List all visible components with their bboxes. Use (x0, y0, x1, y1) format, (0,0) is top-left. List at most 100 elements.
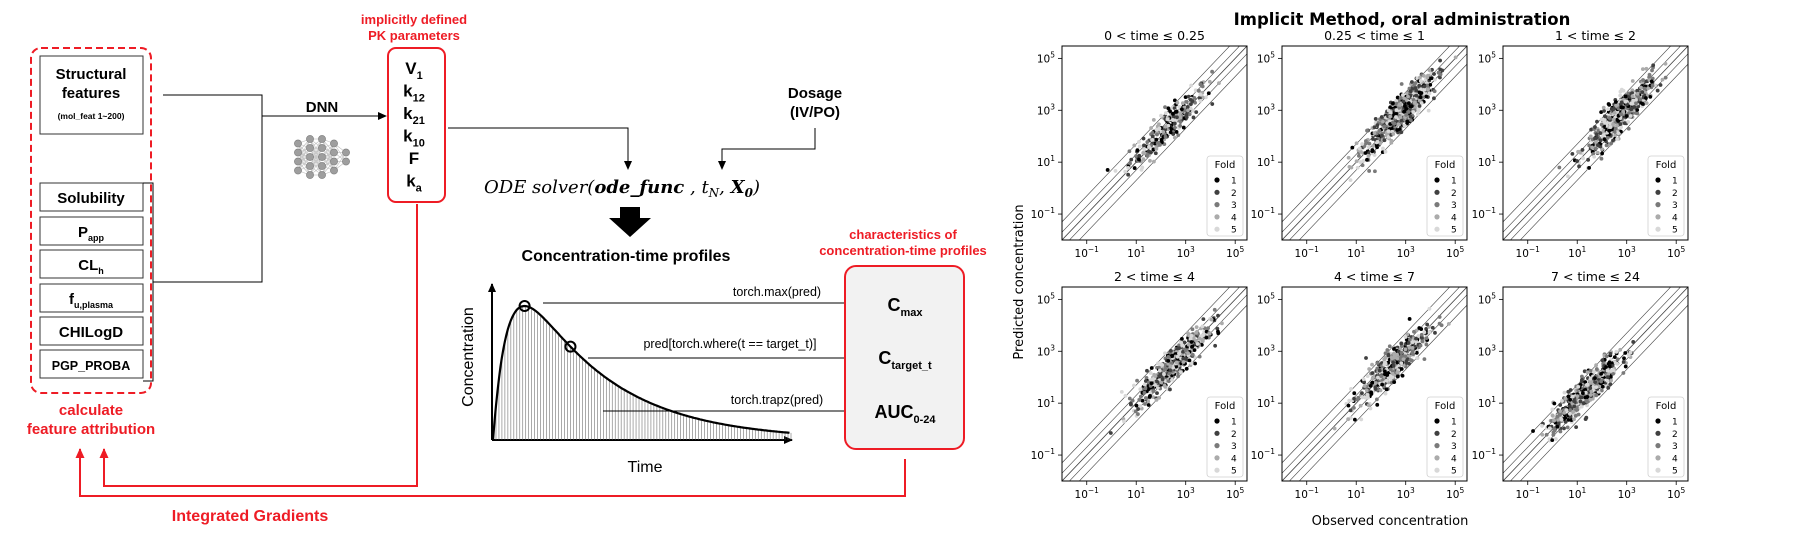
legend-marker (1655, 418, 1661, 424)
legend-entry: 5 (1231, 226, 1237, 236)
data-point (1138, 404, 1143, 409)
nn-node (318, 171, 326, 179)
nn-node (306, 162, 314, 170)
data-point (1137, 139, 1141, 144)
pk-param: k10 (403, 127, 425, 150)
data-point (1172, 121, 1177, 126)
data-point (1174, 364, 1179, 369)
y-tick-label: 103 (1478, 102, 1496, 117)
data-point (1162, 383, 1167, 388)
data-point (1217, 81, 1221, 86)
data-point (1186, 94, 1191, 99)
profiles-title: Concentration-time profiles (522, 248, 731, 265)
panel-frame (1061, 286, 1248, 482)
data-point (1177, 351, 1181, 356)
legend-entry: 2 (1451, 430, 1457, 440)
data-point (1574, 425, 1579, 429)
y-tick-label: 103 (1037, 102, 1055, 117)
data-point (1143, 386, 1148, 391)
data-point (1604, 354, 1609, 359)
data-point (1174, 130, 1179, 134)
data-point (1596, 143, 1600, 148)
data-point (1408, 114, 1413, 119)
data-point (1600, 151, 1605, 156)
data-point (1366, 145, 1371, 149)
legend-marker (1214, 430, 1220, 436)
legend-title: Fold (1215, 401, 1236, 412)
data-point (1375, 361, 1380, 365)
legend-marker (1434, 467, 1440, 473)
y-tick-label: 101 (1257, 154, 1275, 169)
data-point (1399, 350, 1404, 355)
panel-title: 2 < time ≤ 4 (1114, 269, 1195, 284)
data-point (1368, 383, 1373, 388)
data-point (1599, 372, 1603, 376)
data-point (1612, 110, 1617, 115)
data-point (1148, 158, 1152, 163)
data-point (1593, 380, 1597, 385)
data-point (1172, 98, 1177, 103)
legend-entry: 5 (1672, 226, 1678, 236)
legend-marker (1214, 443, 1220, 449)
legend-marker (1655, 177, 1661, 183)
data-point (1592, 154, 1597, 159)
data-point (1185, 105, 1190, 109)
scatter-panel: 7 < time ≤ 24 10−1 10−1 101 101 103 103 105 105 F… (1472, 269, 1689, 501)
data-point (1380, 133, 1384, 138)
feature-list: Solubility Papp CLh fu,plasma CHILogD PGP_PRO… (39, 182, 144, 379)
data-point (1619, 105, 1624, 110)
data-point (1395, 352, 1399, 357)
legend-entry: 1 (1672, 418, 1678, 428)
data-point (1398, 96, 1403, 100)
data-point (1419, 87, 1423, 92)
data-point (1188, 97, 1193, 102)
data-point (1602, 118, 1607, 122)
data-point (1383, 391, 1388, 396)
data-point (1593, 376, 1597, 381)
data-point (1418, 343, 1423, 348)
data-point (1153, 151, 1158, 156)
data-point (1407, 361, 1411, 366)
data-point (1137, 144, 1142, 149)
pk-param: V1 (405, 59, 422, 82)
data-point (1402, 123, 1407, 128)
x-tick-label: 10−1 (1516, 245, 1541, 260)
data-point (1360, 391, 1364, 396)
data-point (1558, 409, 1562, 414)
data-point (1154, 146, 1159, 151)
data-point (1412, 100, 1417, 105)
data-point (1585, 382, 1590, 387)
data-point (1417, 90, 1422, 95)
scatter-panel: 0.25 < time ≤ 1 10−1 10−1 101 101 103 103 105 10… (1251, 28, 1468, 260)
x-tick-label: 10−1 (1075, 486, 1100, 501)
data-point (1134, 154, 1138, 158)
legend-entry: 4 (1451, 454, 1457, 464)
data-point (1377, 128, 1382, 133)
legend-marker (1655, 226, 1661, 232)
data-point (1414, 350, 1419, 355)
data-point (1395, 128, 1400, 132)
data-point (1555, 414, 1560, 419)
data-point (1367, 151, 1372, 155)
legend-entry: 2 (1672, 189, 1678, 199)
y-tick-label: 10−1 (1031, 447, 1056, 462)
data-point (1194, 330, 1199, 335)
data-point (1594, 132, 1599, 137)
pk-to-ode-arrow (448, 127, 632, 170)
data-point (1194, 338, 1198, 343)
profile-x-axis-label: Time (628, 459, 663, 476)
data-point (1635, 91, 1640, 96)
y-tick-label: 105 (1478, 291, 1496, 306)
pk-param: ka (406, 172, 422, 195)
y-tick-label: 101 (1478, 154, 1496, 169)
data-point (1618, 93, 1623, 98)
nn-node (294, 139, 302, 148)
data-point (1631, 98, 1636, 103)
data-point (1133, 409, 1138, 414)
data-point (1566, 174, 1570, 179)
feature-label: Solubility (57, 190, 125, 207)
data-point (1419, 332, 1424, 337)
data-point (1629, 107, 1634, 112)
data-point (1402, 109, 1406, 114)
data-point (1207, 331, 1212, 336)
